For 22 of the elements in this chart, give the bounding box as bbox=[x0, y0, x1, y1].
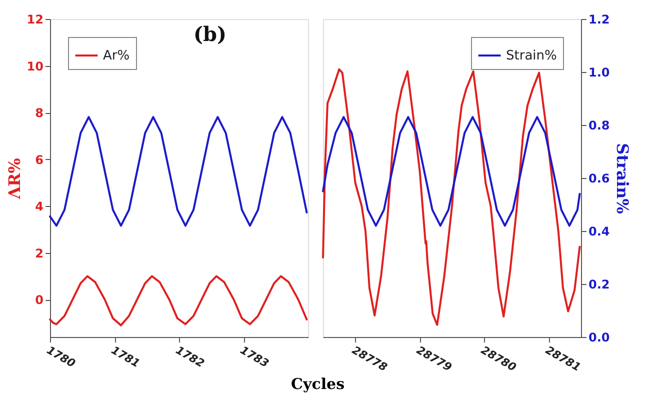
y-tick-label: 10 bbox=[26, 59, 44, 74]
y2-tick-label: 0.8 bbox=[588, 118, 610, 132]
x-axis-title: Cycles bbox=[291, 375, 345, 394]
y-tick-label: 6 bbox=[35, 152, 44, 167]
line-series bbox=[49, 275, 308, 326]
y2-tick-label: 0.2 bbox=[588, 278, 610, 292]
y2-tick-label: 0.6 bbox=[588, 172, 610, 186]
y2-tick-label: 0.0 bbox=[588, 330, 610, 344]
y2-tick-label: 1.0 bbox=[588, 66, 610, 80]
line-series bbox=[322, 116, 581, 227]
chart-title: (b) bbox=[194, 22, 226, 46]
y2-tick-label: 1.2 bbox=[588, 12, 610, 26]
y-axis-title: ΛR% bbox=[4, 158, 24, 200]
legend-label: Strain% bbox=[506, 48, 557, 64]
y-tick-label: 2 bbox=[35, 246, 44, 260]
y-tick-label: 0 bbox=[35, 293, 44, 308]
y-tick-label: 12 bbox=[26, 12, 44, 26]
y2-axis-title: Strain% bbox=[612, 143, 632, 214]
y-tick-label: 8 bbox=[35, 106, 44, 120]
y2-tick-label: 0.4 bbox=[588, 224, 610, 238]
y-tick-label: 4 bbox=[35, 200, 44, 214]
legend-label: Ar% bbox=[103, 48, 130, 64]
